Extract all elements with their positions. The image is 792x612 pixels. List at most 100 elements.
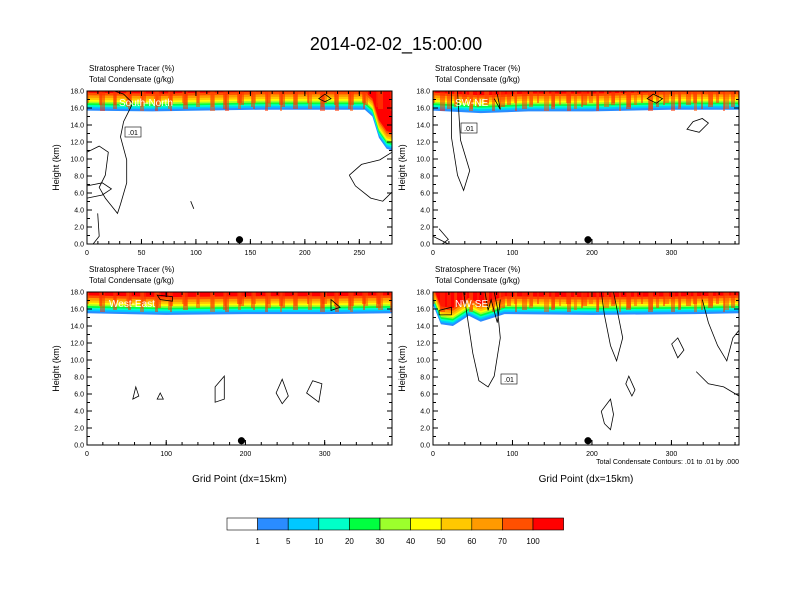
x-tick-label: 0 [85, 451, 89, 458]
x-tick-label: 100 [507, 250, 519, 257]
tracer-streak [589, 292, 593, 304]
tracer-streak [349, 292, 354, 306]
panel-subtitle-condensate: Total Condensate (g/kg) [435, 75, 520, 84]
y-tick-label: 4.0 [74, 208, 84, 215]
tracer-streak [279, 91, 283, 105]
condensate-contour [318, 93, 332, 103]
plot-frame [86, 90, 393, 245]
condensate-contour [87, 182, 113, 199]
y-tick-label: 10.0 [416, 358, 430, 365]
tracer-streak [447, 292, 451, 310]
tracer-band [87, 91, 392, 145]
y-tick-label: 2.0 [420, 426, 430, 433]
tracer-streak [348, 292, 351, 310]
y-tick-label: 4.0 [420, 208, 430, 215]
condensate-contour [493, 94, 501, 110]
tracer-streak [723, 91, 725, 111]
y-tick-label: 6.0 [74, 191, 84, 198]
tracer-streak [127, 91, 132, 103]
tracer-streak [724, 292, 729, 310]
condensate-contour [438, 306, 452, 316]
location-marker [584, 437, 592, 445]
tracer-streak [581, 292, 583, 308]
panel-subtitle-tracer: Stratosphere Tracer (%) [435, 265, 521, 274]
y-tick-label: 16.0 [416, 307, 430, 314]
tracer-streak [447, 91, 451, 109]
tracer-streak [334, 91, 336, 105]
tracer-streak [308, 91, 312, 109]
x-tick-label: 0 [85, 250, 89, 257]
tracer-streak [169, 91, 173, 105]
y-axis-label: Height (km) [51, 144, 61, 191]
x-tick-label: 150 [245, 250, 257, 257]
tracer-streak [686, 292, 691, 306]
panel-section-label: SW-NE [455, 98, 488, 109]
panel-south-north: .01 0.0 2.0 4.0 6.0 8.0 10.0 12.0 14.0 16.0 18.0 0 5… [51, 64, 393, 257]
tracer-streak [126, 292, 129, 308]
tracer-streak [499, 91, 501, 109]
tracer-streak [349, 91, 354, 105]
tracer-streak [100, 91, 105, 111]
tracer-streak [492, 91, 495, 111]
contour-label-box [124, 126, 142, 138]
tracer-streak [507, 91, 511, 105]
tracer-streak [362, 91, 366, 103]
tracer-streak [701, 91, 703, 109]
y-tick-label: 16.0 [70, 106, 84, 113]
tracer-streak [544, 292, 549, 312]
x-tick-label: 200 [586, 451, 598, 458]
condensate-contour [600, 292, 624, 363]
tracer-streak [113, 292, 117, 310]
contour-label: .01 [128, 130, 138, 137]
tracer-streak [127, 292, 132, 304]
tracer-streak [596, 292, 599, 312]
tracer-streak [671, 292, 675, 312]
condensate-contour [646, 93, 664, 104]
tracer-streak [604, 91, 609, 107]
tracer-streak [559, 91, 561, 105]
plot-area [87, 91, 392, 244]
tracer-streak [154, 91, 159, 105]
tracer-streak [559, 292, 561, 306]
tracer-streak [87, 91, 89, 103]
x-tick-label: 0 [431, 250, 435, 257]
y-tick-label: 18.0 [416, 290, 430, 297]
colorbar-label: 100 [526, 537, 540, 546]
tracer-streak [500, 292, 505, 308]
panel-subtitle-tracer: Stratosphere Tracer (%) [89, 265, 175, 274]
tracer-streak [537, 292, 539, 304]
tracer-streak [656, 292, 659, 308]
tracer-streak [182, 91, 185, 103]
tracer-streak [183, 91, 188, 109]
y-tick-label: 12.0 [70, 140, 84, 147]
y-tick-label: 4.0 [74, 409, 84, 416]
tracer-streak [477, 292, 479, 308]
tracer-streak [544, 91, 549, 111]
y-tick-label: 12.0 [416, 341, 430, 348]
colorbar-label: 60 [467, 537, 476, 546]
tracer-streak [492, 292, 495, 312]
panel-west-east: 0.0 2.0 4.0 6.0 8.0 10.0 12.0 14.0 16.0 18.0 0 100 2… [51, 265, 393, 485]
tracer-streak [293, 91, 298, 109]
tracer-streak [334, 292, 336, 306]
y-tick-label: 12.0 [416, 140, 430, 147]
tracer-streak [196, 91, 200, 107]
tracer-streak [390, 91, 392, 111]
tracer-streak [522, 292, 527, 310]
tracer-streak [537, 91, 539, 103]
tracer-streak [440, 91, 445, 111]
tracer-streak [265, 91, 268, 111]
x-tick-label: 200 [299, 250, 311, 257]
tracer-streak [477, 91, 479, 107]
tracer-streak [454, 91, 457, 107]
tracer-streak [169, 292, 173, 306]
colorbar-swatch [257, 517, 289, 531]
tracer-streak [293, 292, 298, 310]
tracer-streak [99, 292, 102, 306]
x-tick-label: 300 [666, 451, 678, 458]
tracer-streak [182, 292, 185, 304]
tracer-streak [522, 91, 527, 109]
plot-frame [432, 90, 740, 245]
tracer-streak [596, 91, 599, 111]
tracer-streak [223, 292, 227, 310]
